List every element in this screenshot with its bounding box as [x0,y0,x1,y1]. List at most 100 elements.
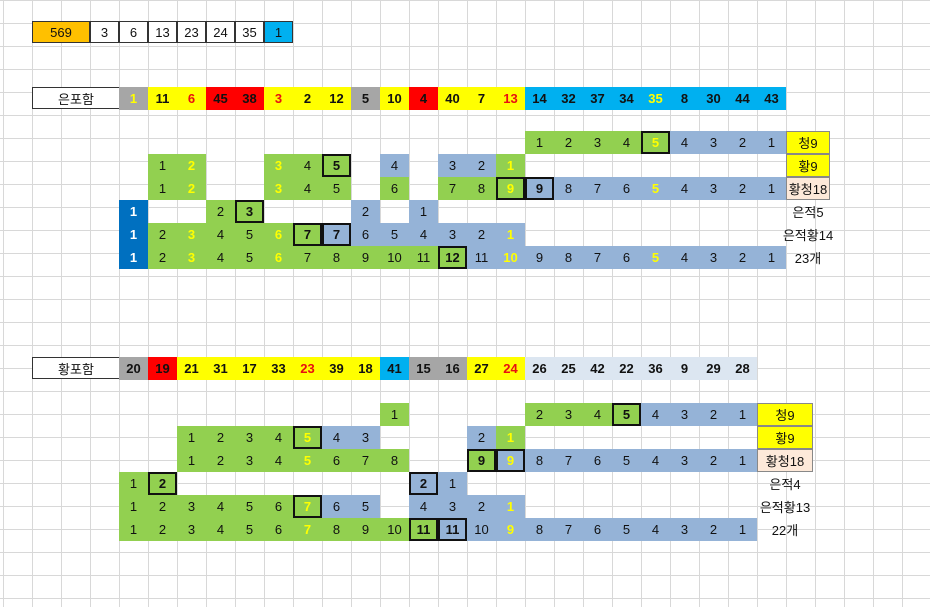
pattern-cell[interactable]: 1 [119,223,148,246]
pattern-cell[interactable]: 2 [148,246,177,269]
pattern-cell[interactable]: 2 [206,426,235,449]
pattern-cell[interactable]: 2 [467,426,496,449]
pattern-cell[interactable]: 2 [728,131,757,154]
pattern-cell[interactable]: 8 [554,246,583,269]
pattern-cell[interactable]: 8 [467,177,496,200]
pattern-cell[interactable]: 4 [409,223,438,246]
pattern-cell[interactable]: 1 [177,449,206,472]
pattern-cell[interactable]: 6 [264,518,293,541]
pattern-cell[interactable]: 6 [380,177,409,200]
header-number-cell[interactable]: 1 [119,87,148,110]
row-summary-label[interactable]: 은적황13 [759,500,811,515]
pattern-cell[interactable]: 1 [757,246,786,269]
pattern-cell[interactable]: 7 [322,223,351,246]
pattern-cell[interactable]: 10 [467,518,496,541]
row-summary-label[interactable]: 23개 [794,251,822,266]
pattern-cell[interactable]: 9 [525,246,554,269]
pattern-cell[interactable]: 2 [467,154,496,177]
pattern-cell[interactable]: 3 [670,449,699,472]
pattern-cell[interactable]: 3 [235,200,264,223]
pattern-cell[interactable]: 1 [148,177,177,200]
pattern-cell[interactable]: 3 [438,223,467,246]
pattern-cell[interactable]: 11 [409,246,438,269]
pattern-cell[interactable]: 3 [264,154,293,177]
winning-number-cell[interactable]: 24 [206,21,235,43]
pattern-cell[interactable]: 4 [264,449,293,472]
pattern-cell[interactable]: 4 [380,154,409,177]
pattern-cell[interactable]: 5 [380,223,409,246]
pattern-cell[interactable]: 10 [380,518,409,541]
pattern-cell[interactable]: 7 [293,518,322,541]
row-summary-label[interactable]: 청9 [757,403,813,426]
pattern-cell[interactable]: 4 [293,177,322,200]
row-summary-label[interactable]: 22개 [771,523,799,538]
pattern-cell[interactable]: 1 [496,426,525,449]
pattern-cell[interactable]: 1 [757,131,786,154]
pattern-cell[interactable]: 5 [235,518,264,541]
pattern-cell[interactable]: 4 [641,449,670,472]
pattern-cell[interactable]: 9 [351,246,380,269]
winning-number-cell[interactable]: 13 [148,21,177,43]
pattern-cell[interactable]: 4 [583,403,612,426]
pattern-cell[interactable]: 7 [438,177,467,200]
pattern-cell[interactable]: 1 [177,426,206,449]
pattern-cell[interactable]: 12 [438,246,467,269]
pattern-cell[interactable]: 7 [293,246,322,269]
header-number-cell[interactable]: 11 [148,87,177,110]
header-number-cell[interactable]: 5 [351,87,380,110]
pattern-cell[interactable]: 5 [641,131,670,154]
header-number-cell[interactable]: 37 [583,87,612,110]
pattern-cell[interactable]: 6 [583,449,612,472]
pattern-cell[interactable]: 9 [496,518,525,541]
pattern-cell[interactable]: 6 [351,223,380,246]
header-number-cell[interactable]: 10 [380,87,409,110]
pattern-cell[interactable]: 3 [554,403,583,426]
pattern-cell[interactable]: 2 [409,472,438,495]
header-number-cell[interactable]: 16 [438,357,467,380]
pattern-cell[interactable]: 7 [583,177,612,200]
header-number-cell[interactable]: 6 [177,87,206,110]
row-summary-label[interactable]: 황청18 [786,177,830,200]
pattern-cell[interactable]: 2 [148,472,177,495]
header-number-cell[interactable]: 9 [670,357,699,380]
pattern-cell[interactable]: 1 [757,177,786,200]
pattern-cell[interactable]: 3 [235,449,264,472]
pattern-cell[interactable]: 10 [496,246,525,269]
header-number-cell[interactable]: 24 [496,357,525,380]
pattern-cell[interactable]: 4 [264,426,293,449]
pattern-cell[interactable]: 5 [293,449,322,472]
pattern-cell[interactable]: 1 [728,403,757,426]
winning-number-cell[interactable]: 6 [119,21,148,43]
pattern-cell[interactable]: 7 [554,518,583,541]
winning-number-cell[interactable]: 35 [235,21,264,43]
pattern-cell[interactable]: 3 [264,177,293,200]
pattern-cell[interactable]: 5 [612,518,641,541]
pattern-cell[interactable]: 2 [728,177,757,200]
header-number-cell[interactable]: 34 [612,87,641,110]
header-number-cell[interactable]: 7 [467,87,496,110]
pattern-cell[interactable]: 3 [235,426,264,449]
pattern-cell[interactable]: 9 [467,449,496,472]
pattern-cell[interactable]: 7 [351,449,380,472]
header-number-cell[interactable]: 3 [264,87,293,110]
pattern-cell[interactable]: 3 [699,131,728,154]
pattern-cell[interactable]: 8 [525,518,554,541]
header-number-cell[interactable]: 26 [525,357,554,380]
pattern-cell[interactable]: 4 [641,518,670,541]
pattern-cell[interactable]: 3 [583,131,612,154]
pattern-cell[interactable]: 5 [351,495,380,518]
pattern-cell[interactable]: 8 [322,518,351,541]
pattern-cell[interactable]: 4 [206,518,235,541]
header-number-cell[interactable]: 12 [322,87,351,110]
pattern-cell[interactable]: 3 [438,154,467,177]
pattern-cell[interactable]: 3 [177,518,206,541]
pattern-cell[interactable]: 8 [554,177,583,200]
pattern-cell[interactable]: 4 [322,426,351,449]
header-number-cell[interactable]: 4 [409,87,438,110]
pattern-cell[interactable]: 5 [235,246,264,269]
pattern-cell[interactable]: 3 [699,177,728,200]
pattern-cell[interactable]: 1 [728,449,757,472]
header-number-cell[interactable]: 32 [554,87,583,110]
header-number-cell[interactable]: 30 [699,87,728,110]
